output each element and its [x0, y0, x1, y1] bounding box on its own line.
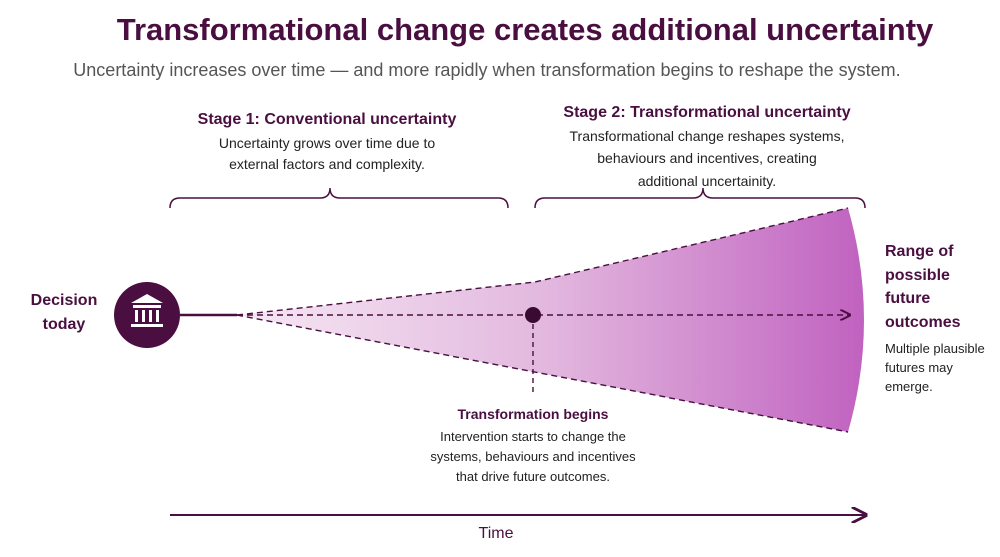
outcomes-text: futures may	[885, 360, 953, 375]
outcomes-title: possible	[885, 267, 950, 284]
outcomes-title: future	[885, 290, 930, 307]
stage2-text: additional uncertainity.	[638, 173, 776, 189]
subtitle: Uncertainty increases over time — and mo…	[73, 60, 900, 80]
decision-label: today	[43, 316, 86, 333]
transformation-text: Intervention starts to change the	[440, 429, 626, 444]
outcomes-text: emerge.	[885, 379, 933, 394]
transformation-text: that drive future outcomes.	[456, 469, 610, 484]
outcomes-title: outcomes	[885, 314, 961, 331]
stage2-bracket	[534, 187, 866, 209]
transformation-title: Transformation begins	[458, 406, 609, 422]
decision-label: Decision	[31, 292, 98, 309]
stage1-text: Uncertainty grows over time due to	[219, 135, 436, 151]
axis-label: Time	[479, 525, 514, 542]
stage1-title: Stage 1: Conventional uncertainty	[198, 111, 457, 128]
building-icon	[131, 294, 163, 327]
outcomes-text: Multiple plausible	[885, 341, 985, 356]
transformation-text: systems, behaviours and incentives	[430, 449, 636, 464]
decision-icon	[114, 282, 180, 348]
stage2-title: Stage 2: Transformational uncertainty	[563, 104, 850, 121]
title: Transformational change creates addition…	[117, 12, 934, 47]
uncertainty-cone	[237, 208, 864, 432]
stage2-text: Transformational change reshapes systems…	[570, 128, 845, 144]
outcomes-title: Range of	[885, 243, 954, 260]
stage1-bracket	[169, 187, 509, 209]
transformation-dot	[525, 307, 541, 323]
stage2-text: behaviours and incentives, creating	[597, 150, 816, 166]
cone-edge	[236, 207, 849, 433]
stage1-text: external factors and complexity.	[229, 156, 425, 172]
